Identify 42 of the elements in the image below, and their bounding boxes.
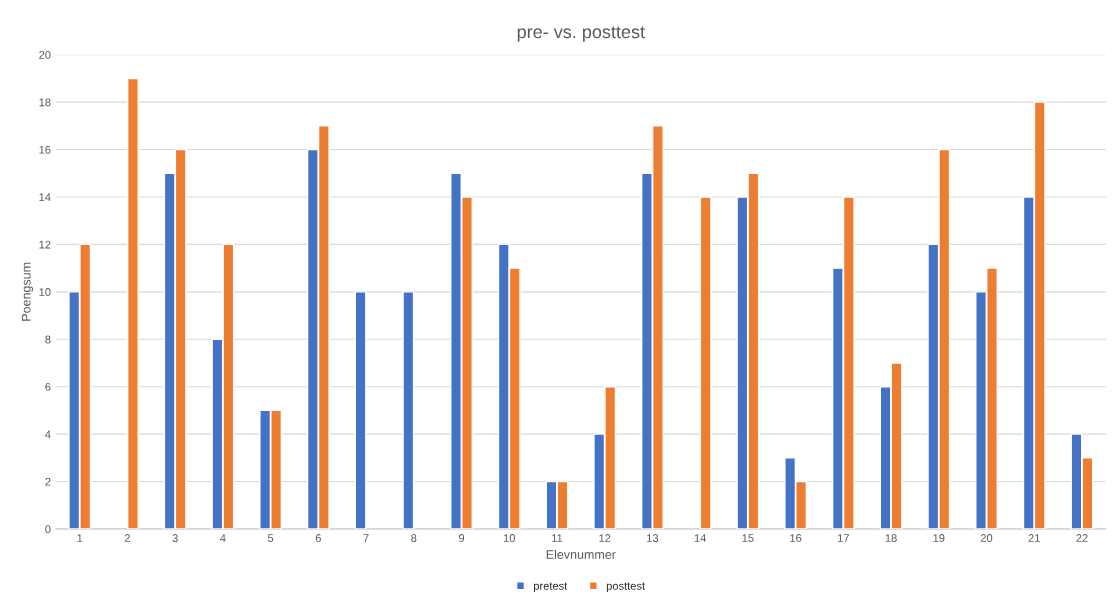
x-tick-label: 14 <box>694 534 707 542</box>
x-tick-label: 20 <box>980 534 993 542</box>
x-tick-label: 9 <box>458 534 465 542</box>
y-tick-label: 4 <box>45 430 51 439</box>
y-axis-title: Poengsum <box>21 262 34 321</box>
x-tick-label: 8 <box>411 534 417 542</box>
legend-label: pretest <box>534 582 568 592</box>
bar <box>126 77 139 529</box>
x-tick-label: 7 <box>363 534 369 542</box>
x-tick-label: 11 <box>552 534 563 542</box>
y-tick-label: 2 <box>45 477 51 486</box>
bar <box>354 291 367 529</box>
y-tick-label: 10 <box>39 288 51 296</box>
x-axis-title: Elevnummer <box>546 549 616 559</box>
x-tick-label: 12 <box>599 534 611 542</box>
y-tick-label: 0 <box>45 525 51 534</box>
x-tick-label: 5 <box>267 534 274 542</box>
x-tick-label: 1 <box>77 534 83 542</box>
y-tick-label: 16 <box>39 145 51 154</box>
y-tick-label: 20 <box>39 50 51 59</box>
x-tick-label: 3 <box>172 534 178 542</box>
x-tick-label: 16 <box>790 534 802 542</box>
x-tick-label: 18 <box>885 534 897 542</box>
y-tick-label: 6 <box>45 382 51 391</box>
x-tick-label: 10 <box>503 534 515 542</box>
x-tick-label: 4 <box>220 534 226 542</box>
bar <box>402 291 415 529</box>
y-tick-label: 12 <box>39 240 51 249</box>
x-tick-label: 22 <box>1076 534 1088 542</box>
x-tick-label: 19 <box>933 534 945 542</box>
bar <box>699 196 712 529</box>
chart-title: pre- vs. posttest <box>517 26 645 42</box>
x-tick-label: 13 <box>647 534 659 542</box>
x-tick-label: 21 <box>1028 534 1040 542</box>
x-tick-label: 6 <box>315 534 321 542</box>
x-tick-label: 17 <box>838 534 849 542</box>
y-tick-label: 18 <box>39 98 51 107</box>
x-tick-label: 2 <box>124 534 130 542</box>
x-tick-label: 15 <box>742 534 754 542</box>
y-tick-label: 14 <box>39 193 51 202</box>
y-tick-label: 8 <box>45 335 51 344</box>
legend-label: posttest <box>606 582 645 592</box>
